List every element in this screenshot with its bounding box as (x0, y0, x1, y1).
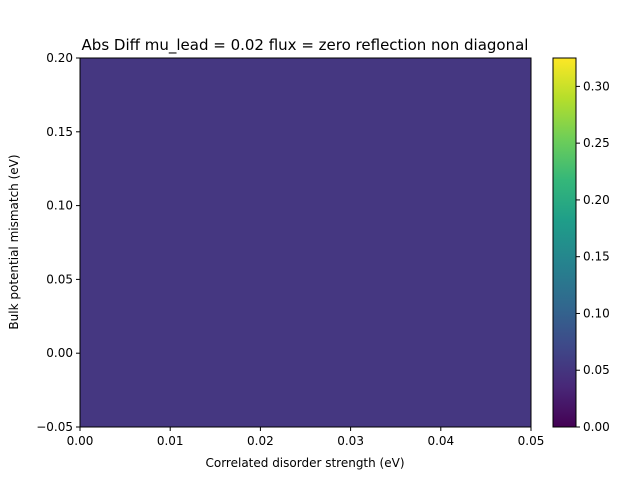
y-tick-label: 0.20 (46, 51, 73, 65)
colorbar-tick-label: 0.15 (583, 250, 610, 264)
x-tick-label: 0.00 (67, 434, 94, 448)
x-tick-label: 0.04 (427, 434, 454, 448)
y-tick-label: 0.15 (46, 125, 73, 139)
x-tick-label: 0.01 (157, 434, 184, 448)
colorbar: 0.00 0.05 0.10 0.15 0.20 0.25 0.30 (552, 57, 610, 434)
y-axis-label: Bulk potential mismatch (eV) (7, 154, 21, 329)
y-tick-label: 0.10 (46, 199, 73, 213)
y-axis: −0.05 0.00 0.05 0.10 0.15 0.20 (36, 51, 80, 434)
x-axis: 0.00 0.01 0.02 0.03 0.04 0.05 (67, 427, 545, 448)
colorbar-gradient (552, 57, 577, 428)
x-tick-label: 0.03 (337, 434, 364, 448)
plot-frame (79, 57, 532, 428)
x-axis-label: Correlated disorder strength (eV) (205, 456, 404, 470)
y-tick-label: 0.00 (46, 346, 73, 360)
colorbar-tick-label: 0.00 (583, 420, 610, 434)
colorbar-tick-label: 0.20 (583, 193, 610, 207)
colorbar-ticks: 0.00 0.05 0.10 0.15 0.20 0.25 0.30 (576, 79, 610, 434)
colorbar-tick-label: 0.05 (583, 363, 610, 377)
plot-area (79, 57, 532, 428)
x-tick-label: 0.05 (518, 434, 545, 448)
heatmap-cell (80, 58, 531, 427)
y-tick-label: 0.05 (46, 272, 73, 286)
colorbar-tick-label: 0.30 (583, 79, 610, 93)
colorbar-tick-label: 0.10 (583, 306, 610, 320)
chart-title: Abs Diff mu_lead = 0.02 flux = zero refl… (82, 36, 529, 55)
colorbar-tick-label: 0.25 (583, 136, 610, 150)
x-tick-label: 0.02 (247, 434, 274, 448)
y-tick-label: −0.05 (36, 420, 73, 434)
